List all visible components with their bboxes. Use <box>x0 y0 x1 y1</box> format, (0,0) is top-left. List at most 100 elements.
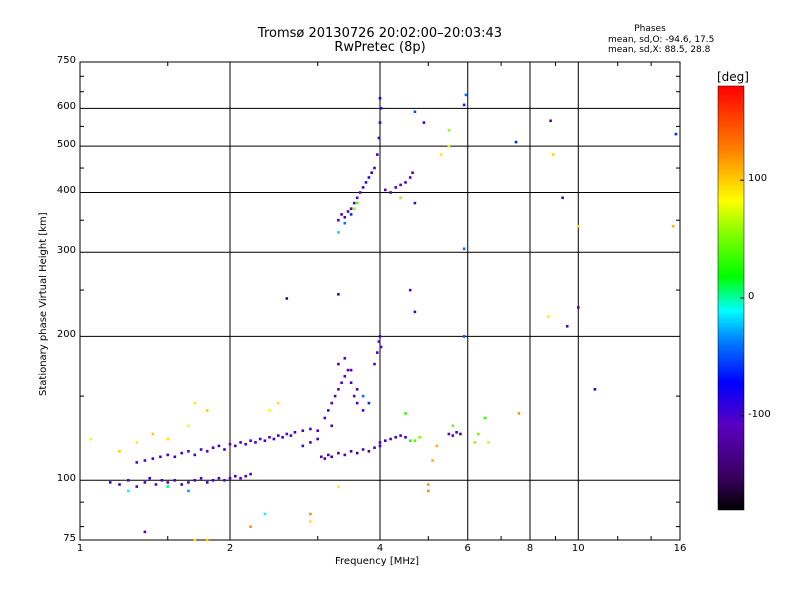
data-point <box>546 315 550 318</box>
data-point <box>337 388 340 391</box>
data-point <box>349 368 353 372</box>
data-point <box>455 431 458 434</box>
data-point <box>239 476 242 480</box>
data-point <box>378 444 382 448</box>
data-point <box>199 448 203 451</box>
data-point <box>378 121 382 124</box>
data-point <box>285 297 289 300</box>
data-point <box>187 450 190 453</box>
data-point <box>160 479 164 482</box>
data-point <box>166 437 169 441</box>
data-point <box>389 437 392 441</box>
data-point <box>337 451 340 455</box>
data-point <box>394 436 397 439</box>
data-point <box>333 394 337 398</box>
data-point <box>671 224 675 228</box>
data-point <box>447 144 451 148</box>
data-point <box>249 439 252 442</box>
data-point <box>316 429 319 432</box>
data-point <box>367 176 371 179</box>
data-point <box>193 401 197 405</box>
data-point <box>439 153 443 156</box>
data-point <box>435 444 439 448</box>
grid-lines <box>80 62 680 540</box>
data-point <box>408 439 412 442</box>
data-point <box>427 483 430 486</box>
data-point <box>180 483 183 486</box>
data-point <box>483 416 487 420</box>
phases-line-o: mean, sd,O: -94.6, 17.5 <box>608 35 715 45</box>
y-tick-label: 200 <box>56 329 76 341</box>
data-point <box>358 191 362 194</box>
data-point <box>151 457 155 460</box>
data-point <box>349 450 353 453</box>
data-point <box>346 368 350 372</box>
data-point <box>135 485 139 488</box>
data-point <box>281 436 284 439</box>
data-point <box>411 171 414 174</box>
data-point <box>193 479 197 482</box>
data-point <box>205 538 209 542</box>
data-point <box>355 388 359 391</box>
data-point <box>355 201 359 205</box>
colorbar-ticks <box>740 179 744 417</box>
data-point <box>143 481 147 484</box>
data-point <box>379 107 383 110</box>
data-point <box>309 441 312 444</box>
data-point <box>309 520 312 523</box>
data-point <box>228 442 232 446</box>
data-point <box>223 479 226 482</box>
x-tick-label: 1 <box>76 543 84 554</box>
colorbar-tick-label: -100 <box>748 408 771 420</box>
data-point <box>577 224 580 228</box>
data-point <box>89 437 92 441</box>
chart-subtitle: RwPretec (8p) <box>334 40 426 55</box>
data-point <box>367 450 371 453</box>
data-point <box>399 434 402 437</box>
x-tick-label: 16 <box>673 543 687 554</box>
data-point <box>249 472 252 476</box>
data-point <box>199 476 203 480</box>
data-point <box>451 434 455 437</box>
data-point <box>514 140 518 144</box>
data-point <box>451 424 455 428</box>
data-point <box>404 412 407 415</box>
data-point <box>180 451 183 455</box>
data-point <box>143 459 147 462</box>
data-point <box>323 416 327 420</box>
data-point <box>289 434 293 437</box>
data-point <box>404 436 407 439</box>
data-point <box>561 196 564 200</box>
data-point <box>277 401 280 405</box>
y-tick-label: 100 <box>56 473 76 485</box>
data-point <box>268 436 271 439</box>
data-point <box>549 119 552 123</box>
data-point <box>205 481 209 484</box>
colorbar-title: [deg] <box>717 70 749 84</box>
data-point <box>239 441 242 444</box>
data-point <box>349 207 353 210</box>
x-tick-label: 2 <box>226 543 234 554</box>
data-point <box>394 186 397 189</box>
data-point <box>337 218 340 222</box>
data-point <box>268 409 271 412</box>
data-point <box>340 381 343 384</box>
data-point <box>422 121 426 124</box>
x-axis-label: Frequency [MHz] <box>335 556 420 567</box>
data-point <box>577 306 580 309</box>
data-point <box>330 424 333 428</box>
data-point <box>234 474 237 478</box>
data-point <box>154 483 158 486</box>
data-point <box>205 450 209 453</box>
data-point <box>217 476 221 480</box>
data-point <box>352 201 356 205</box>
data-point <box>249 525 252 528</box>
data-point <box>337 231 340 234</box>
data-point <box>118 450 121 453</box>
data-point <box>593 388 597 391</box>
data-point <box>384 188 387 192</box>
data-point <box>217 444 221 448</box>
data-point <box>377 136 381 140</box>
data-point <box>173 455 177 459</box>
data-point <box>327 409 330 412</box>
